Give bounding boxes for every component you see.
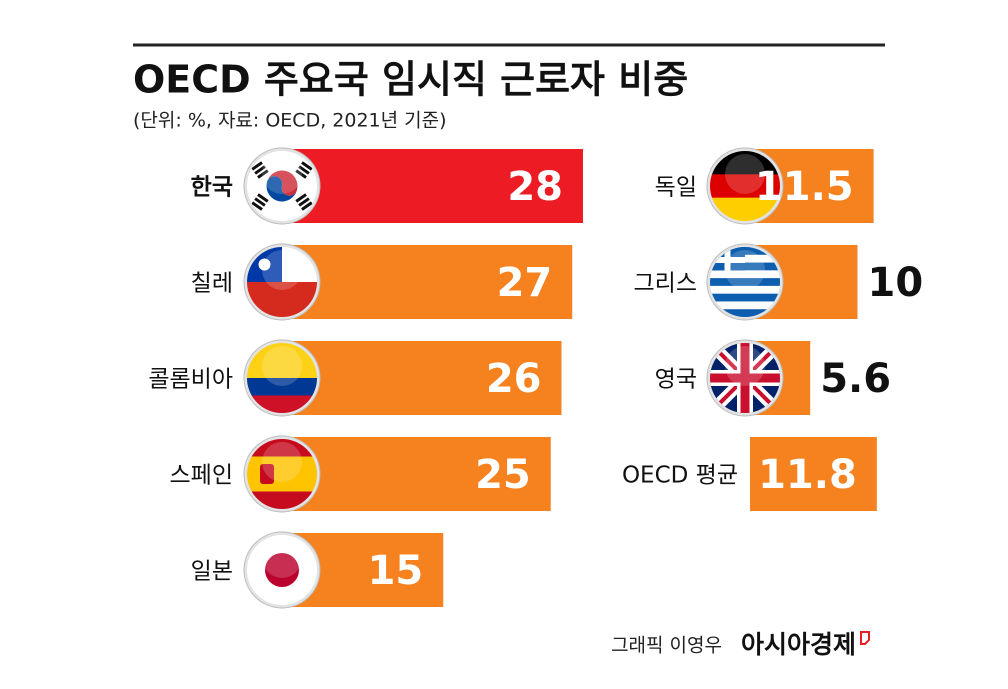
trigram-bar (257, 193, 269, 203)
flag-stripe (247, 378, 317, 396)
category-label: 콜롬비아 (148, 367, 233, 393)
category-label: 스페인 (170, 463, 233, 489)
flag-cross (710, 343, 780, 413)
flag-stripe (710, 151, 780, 175)
trigram-bar (301, 161, 313, 171)
flag-stripe (710, 293, 780, 302)
flag-emblem (260, 464, 274, 484)
trigram-bar (298, 197, 310, 207)
flag (247, 535, 317, 605)
flag-star (258, 258, 271, 271)
flag-gloss (262, 154, 302, 194)
value-label: 28 (507, 164, 563, 210)
flag-gloss (725, 154, 765, 194)
flag-stripe (710, 285, 780, 295)
flag-gloss (262, 346, 302, 386)
chart-title: OECD 주요국 임시직 근로자 비중 (133, 58, 688, 102)
value-label: 10 (868, 260, 924, 306)
flag (247, 151, 317, 221)
flag-stripe (710, 174, 780, 199)
trigram (295, 193, 313, 211)
value-label: 11.8 (758, 452, 857, 498)
bar (750, 437, 877, 511)
taeguk-red (267, 170, 298, 196)
flag-stripe (710, 270, 780, 279)
flag-stripe (247, 456, 317, 492)
flag-gloss (262, 250, 302, 290)
value-label: 27 (497, 260, 553, 306)
trigram (251, 193, 269, 211)
value-label: 5.6 (820, 356, 891, 402)
flag-sun (265, 553, 299, 587)
bar (282, 149, 583, 223)
bar (282, 437, 551, 511)
trigram-bar (295, 193, 307, 203)
value-label: 11.5 (755, 164, 854, 210)
bar (282, 245, 573, 319)
value-label: 26 (486, 356, 542, 402)
category-label: OECD 평균 (622, 463, 738, 489)
category-label: 칠레 (191, 271, 233, 297)
flag-stripe (710, 197, 780, 221)
flag-gloss (262, 442, 302, 482)
trigram-bar (295, 169, 307, 179)
trigram-bar (254, 197, 266, 207)
flag (710, 343, 780, 413)
trigram (251, 161, 269, 179)
flag (710, 151, 780, 221)
flag-stripe (710, 309, 780, 317)
trigram-bar (301, 201, 313, 211)
bar (282, 341, 562, 415)
trigram (295, 161, 313, 179)
flag-gloss (262, 538, 302, 578)
trigram-bar (257, 169, 269, 179)
flag-gloss (725, 346, 765, 386)
flag-stripe (710, 301, 780, 310)
flag-stripe (710, 278, 780, 287)
value-label: 25 (475, 452, 531, 498)
category-label: 독일 (655, 175, 697, 201)
flag-cross (724, 247, 731, 271)
brand-logo (860, 631, 870, 645)
brand: 아시아경제 (741, 630, 856, 659)
flag-gloss (725, 250, 765, 290)
trigram-bar (298, 165, 310, 175)
flag (710, 247, 780, 317)
credit: 그래픽 이영우 (611, 635, 722, 657)
taeguk-blue (266, 176, 297, 202)
trigram-bar (251, 201, 263, 211)
trigram-bar (254, 165, 266, 175)
value-label: 15 (368, 548, 424, 594)
category-label: 그리스 (634, 271, 697, 297)
category-label: 한국 (191, 175, 233, 201)
chart-subtitle: (단위: %, 자료: OECD, 2021년 기준) (133, 110, 447, 132)
trigram-bar (251, 161, 263, 171)
category-label: 영국 (655, 367, 697, 393)
category-label: 일본 (191, 559, 233, 585)
